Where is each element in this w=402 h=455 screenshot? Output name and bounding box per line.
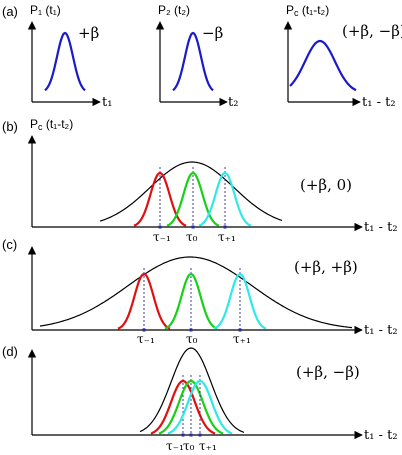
panel-d-curves <box>139 347 245 437</box>
plot-p1: P₁ (t₁) t₁ +β <box>27 3 112 110</box>
panel-b: (b) Pc (t₁-t₂) t₁ - t₂ (+β, 0) τ₋₁ τ₀ τ₊… <box>2 117 398 244</box>
panel-c-condition: (+β, +β) <box>294 258 358 276</box>
plot-p2-sign: −β <box>202 24 223 42</box>
panel-b-label: (b) <box>2 119 18 134</box>
red-pulse-curve <box>133 171 187 227</box>
panel-c-x-label: t₁ - t₂ <box>364 323 398 338</box>
cyan-pulse-curve <box>198 171 252 227</box>
plot-p1-x-label: t₁ <box>102 95 112 110</box>
panel-a-label: (a) <box>2 4 18 19</box>
panel-d-tau-minus: τ₋₁ <box>166 439 184 453</box>
tau-marker-dot <box>223 225 227 229</box>
panel-c-tau-zero: τ₀ <box>186 332 198 346</box>
plot-p2: P₂ (t₂) t₂ −β <box>155 3 238 110</box>
green-pulse-curve <box>166 171 220 227</box>
plot-pc: Pc (t₁-t₂) t₁ - t₂ (+β, −β) <box>283 3 402 110</box>
green-pulse-curve <box>164 272 218 330</box>
plot-p2-x-label: t₂ <box>228 95 238 110</box>
plot-pc-x-label: t₁ - t₂ <box>362 95 396 110</box>
panel-b-condition: (+β, 0) <box>300 176 352 194</box>
tau-marker-dot <box>191 225 195 229</box>
envelope-curve <box>39 256 353 329</box>
panel-d-label: (d) <box>2 344 18 359</box>
tau-marker-dot <box>158 225 162 229</box>
panel-b-tau-minus: τ₋₁ <box>153 230 171 244</box>
panel-d-tau-zero: τ₀ <box>183 439 195 453</box>
plot-p2-curve <box>172 31 214 92</box>
panel-b-tau-zero: τ₀ <box>186 230 198 244</box>
panel-d-x-label: t₁ - t₂ <box>364 428 398 443</box>
cyan-pulse-curve <box>213 272 267 330</box>
panel-d: (d) t₁ - t₂ (+β, −β) τ₋₁ τ₀ τ₊₁ <box>2 344 398 453</box>
tau-marker-dot <box>198 433 202 437</box>
plot-pc-sign: (+β, −β) <box>342 22 402 40</box>
panel-c-label: (c) <box>2 237 17 252</box>
panel-c-tau-minus: τ₋₁ <box>137 332 155 346</box>
panel-c: (c) t₁ - t₂ (+β, +β) τ₋₁ τ₀ τ₊₁ <box>2 237 398 346</box>
panel-d-tau-plus: τ₊₁ <box>199 439 217 453</box>
panel-c-curves <box>39 256 353 332</box>
tau-marker-dot <box>189 433 193 437</box>
tau-marker-dot <box>181 433 185 437</box>
red-pulse-curve <box>150 379 216 435</box>
green-pulse-curve <box>158 379 224 435</box>
plot-p1-curve <box>44 31 86 92</box>
panel-c-tau-plus: τ₊₁ <box>233 332 251 346</box>
cyan-pulse-curve <box>167 379 233 435</box>
plot-pc-curve <box>289 39 357 92</box>
tau-marker-dot <box>189 328 193 332</box>
panel-b-y-label: Pc (t₁-t₂) <box>30 117 73 132</box>
tau-marker-dot <box>238 328 242 332</box>
plot-p2-y-label: P₂ (t₂) <box>158 3 190 17</box>
panel-d-condition: (+β, −β) <box>296 363 360 381</box>
plot-p1-y-label: P₁ (t₁) <box>30 3 61 17</box>
envelope-curve <box>99 161 283 222</box>
plot-pc-y-label: Pc (t₁-t₂) <box>286 3 329 18</box>
tau-marker-dot <box>142 328 146 332</box>
red-pulse-curve <box>117 272 171 330</box>
plot-p1-sign: +β <box>78 24 99 42</box>
panel-b-x-label: t₁ - t₂ <box>364 220 398 235</box>
panel-b-tau-plus: τ₊₁ <box>218 230 236 244</box>
envelope-curve <box>139 347 245 433</box>
panel-b-curves <box>99 161 283 229</box>
